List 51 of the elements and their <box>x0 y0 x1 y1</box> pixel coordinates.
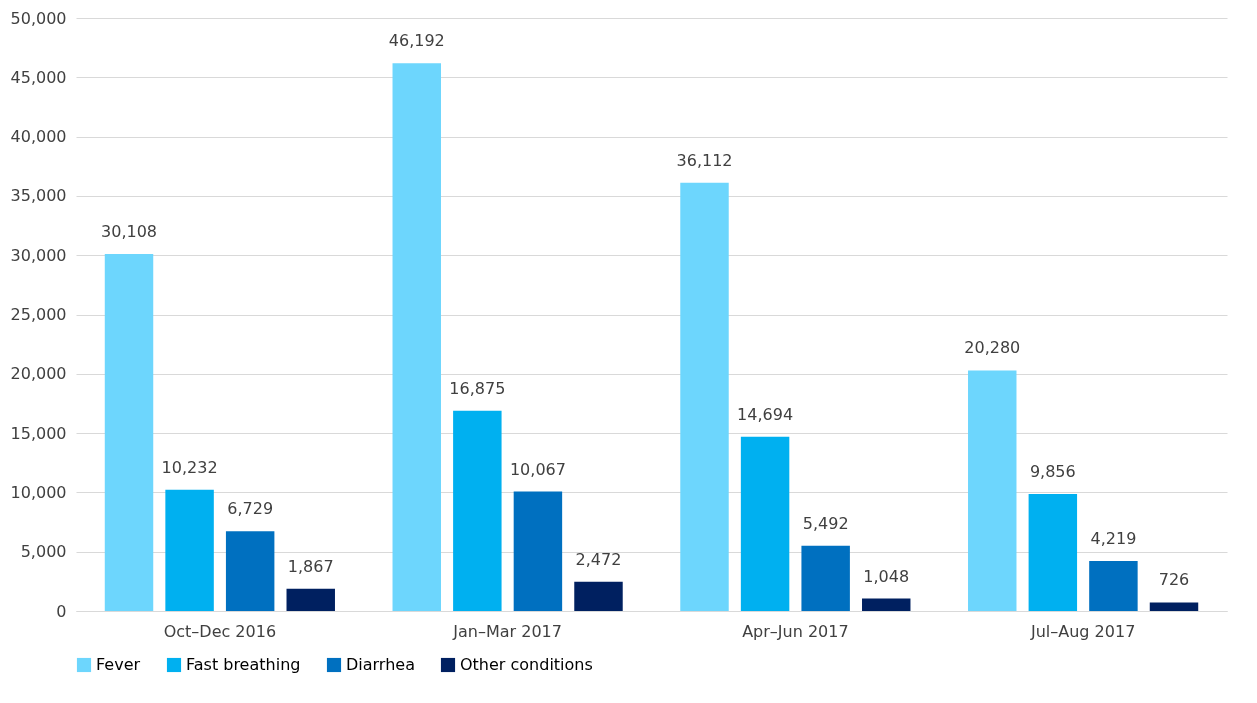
data-label: 14,694 <box>737 404 794 424</box>
x-tick-label: Jan–Mar 2017 <box>452 621 562 641</box>
y-tick-label: 25,000 <box>10 305 67 324</box>
data-label: 4,219 <box>1090 528 1137 548</box>
bar <box>740 436 790 611</box>
bar <box>1089 560 1138 611</box>
bar <box>104 253 154 611</box>
bar <box>574 581 623 611</box>
y-tick-label: 0 <box>56 601 67 621</box>
legend-label: Diarrhea <box>346 655 415 674</box>
data-label: 2,472 <box>575 549 622 569</box>
bar <box>680 182 729 611</box>
y-tick-label: 35,000 <box>10 186 67 206</box>
y-tick-label: 20,000 <box>10 364 67 384</box>
bar <box>1028 494 1078 611</box>
y-tick-label: 40,000 <box>10 127 67 147</box>
data-label: 726 <box>1158 570 1190 590</box>
data-label: 5,492 <box>802 513 849 533</box>
bar <box>453 410 502 611</box>
y-tick-label: 5,000 <box>20 542 67 562</box>
data-label: 36,112 <box>676 150 733 170</box>
legend-label: Fast breathing <box>186 655 301 674</box>
x-tick-label: Oct–Dec 2016 <box>163 621 277 641</box>
y-tick-label: 30,000 <box>10 245 67 265</box>
data-label: 9,856 <box>1029 462 1076 482</box>
data-label: 20,280 <box>964 338 1021 358</box>
bar <box>513 491 563 611</box>
bar <box>1149 602 1199 611</box>
y-tick-label: 15,000 <box>10 423 67 443</box>
data-label: 30,108 <box>101 221 157 241</box>
legend-label: Other conditions <box>460 655 593 674</box>
data-label: 10,067 <box>509 459 566 479</box>
y-tick-label: 10,000 <box>10 482 67 502</box>
bar <box>286 588 335 611</box>
data-label: 6,729 <box>227 499 274 519</box>
legend-label: Fever <box>96 655 141 674</box>
data-label: 46,192 <box>388 31 445 51</box>
data-label: 1,048 <box>863 566 910 586</box>
bar <box>862 598 911 611</box>
y-tick-label: 50,000 <box>10 8 67 28</box>
bar <box>801 545 850 611</box>
x-tick-label: Apr–Jun 2017 <box>742 621 849 641</box>
data-label: 10,232 <box>161 457 218 477</box>
bar <box>225 531 275 611</box>
data-label: 1,867 <box>287 556 334 576</box>
bar <box>968 370 1017 611</box>
data-label: 16,875 <box>449 378 506 398</box>
y-tick-label: 45,000 <box>10 67 67 87</box>
bar <box>392 63 441 611</box>
bar <box>165 489 214 611</box>
x-tick-label: Jul–Aug 2017 <box>1029 621 1136 641</box>
